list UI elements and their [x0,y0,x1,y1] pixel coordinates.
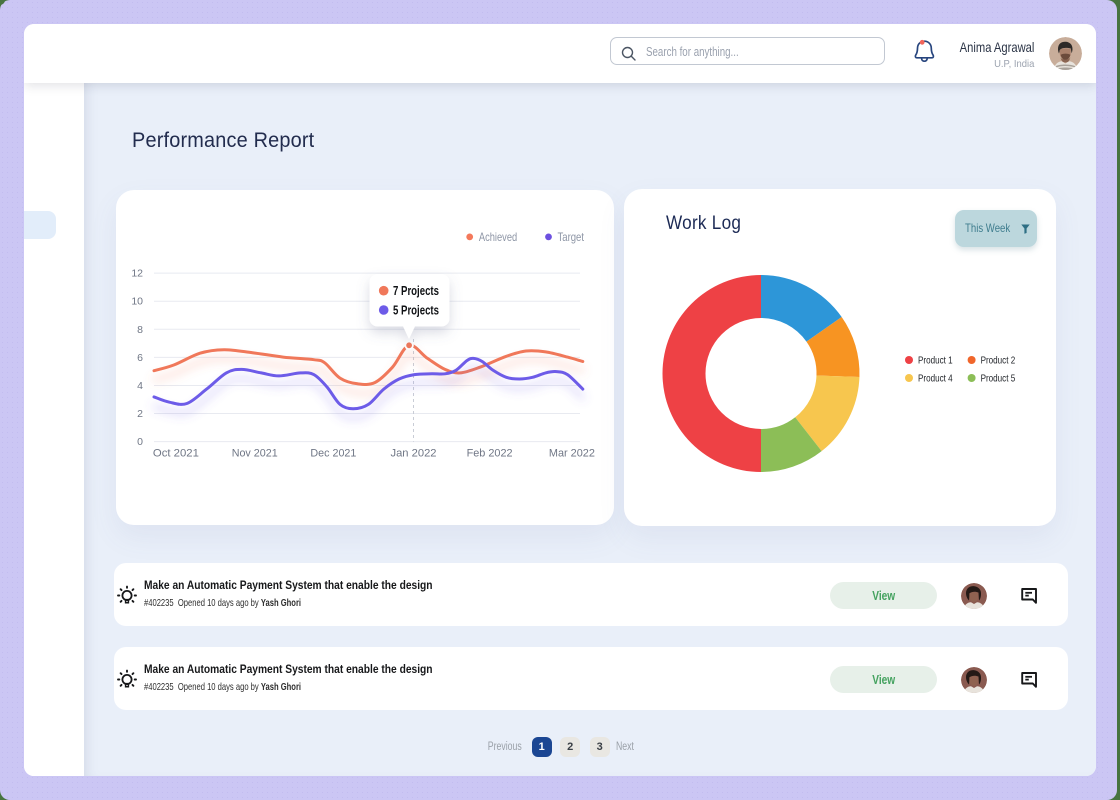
svg-text:Product 5: Product 5 [981,373,1016,385]
svg-text:Product 2: Product 2 [981,355,1016,367]
svg-text:0: 0 [137,436,143,448]
svg-text:10: 10 [131,296,143,308]
svg-text:Product 1: Product 1 [918,355,953,367]
svg-text:Jan 2022: Jan 2022 [391,448,437,460]
svg-text:2: 2 [137,408,143,420]
svg-text:Oct 2021: Oct 2021 [153,448,199,460]
svg-text:Target: Target [558,230,585,244]
svg-text:12: 12 [131,268,143,280]
svg-text:Mar 2022: Mar 2022 [549,448,595,460]
svg-text:6: 6 [137,352,143,364]
svg-text:4: 4 [137,380,143,392]
svg-text:Product 4: Product 4 [918,373,953,385]
svg-text:7 Projects: 7 Projects [393,284,439,298]
svg-text:Achieved: Achieved [479,230,517,244]
svg-text:8: 8 [137,324,143,336]
svg-text:5 Projects: 5 Projects [393,303,439,317]
svg-text:Dec 2021: Dec 2021 [310,448,356,460]
svg-text:Nov 2021: Nov 2021 [232,448,278,460]
svg-text:Feb 2022: Feb 2022 [467,448,513,460]
